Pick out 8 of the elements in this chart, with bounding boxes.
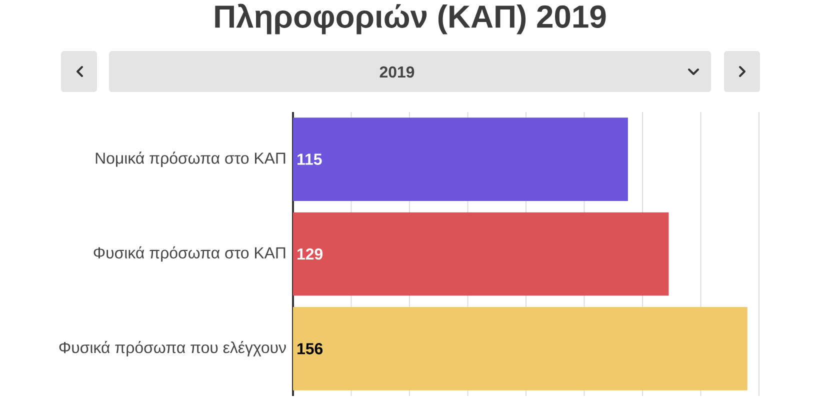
data-label: 115 <box>298 154 322 165</box>
data-label: 129 <box>298 248 323 260</box>
chart-subtitle: 2019 <box>380 66 414 78</box>
y-tick-label: Φυσικά πρόσωπα που ελέγχουν <box>59 341 286 356</box>
data-label: 156 <box>298 343 323 354</box>
chart-title: Πληροφοριών (ΚΑΠ) 2019 <box>215 4 606 34</box>
y-tick-label: Φυσικά πρόσωπα στο ΚΑΠ <box>94 246 286 262</box>
y-tick-label: Νομικά πρόσωπα στο ΚΑΠ <box>96 152 286 167</box>
